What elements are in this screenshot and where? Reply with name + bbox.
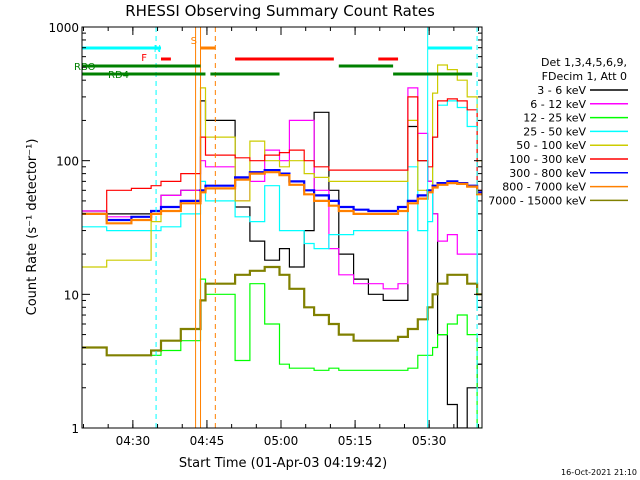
state-label-f: F xyxy=(141,53,147,64)
y-tick-label: 10 xyxy=(64,288,79,302)
legend: Det 1,3,4,5,6,9, FDecim 1, Att 0 3 - 6 k… xyxy=(488,56,628,207)
legend-label: 800 - 7000 keV xyxy=(502,181,586,194)
legend-header-line-1: Det 1,3,4,5,6,9, xyxy=(541,56,627,69)
series-line-100-300keV xyxy=(82,96,482,215)
legend-header-line-2: FDecim 1, Att 0 xyxy=(542,70,627,83)
y-tick-label: 1 xyxy=(71,422,79,436)
state-label-s: S xyxy=(191,36,197,47)
x-tick-label: 05:30 xyxy=(412,434,447,448)
y-tick-label: 1000 xyxy=(48,21,79,35)
footer-timestamp: 16-Oct-2021 21:10 xyxy=(561,468,637,477)
series-line-12-25keV xyxy=(82,278,482,428)
state-label-rd4: RD4 xyxy=(108,70,129,81)
x-tick-label: 05:15 xyxy=(338,434,373,448)
legend-label: 3 - 6 keV xyxy=(537,84,586,97)
legend-label: 300 - 800 keV xyxy=(509,167,586,180)
x-axis-label: Start Time (01-Apr-03 04:19:42) xyxy=(179,456,387,471)
x-tick-label: 04:45 xyxy=(190,434,225,448)
x-tick-label: 05:00 xyxy=(264,434,299,448)
legend-label: 7000 - 15000 keV xyxy=(488,194,586,207)
legend-label: 50 - 100 keV xyxy=(516,139,586,152)
legend-label: 25 - 50 keV xyxy=(523,125,586,138)
state-label-n: N xyxy=(154,44,161,55)
legend-label: 12 - 25 keV xyxy=(523,112,586,125)
y-axis-label: Count Rate (s⁻¹ detector⁻¹) xyxy=(25,139,40,316)
x-tick-label: 04:30 xyxy=(116,434,151,448)
legend-label: 6 - 12 keV xyxy=(530,98,586,111)
series-line-800-7000keV xyxy=(82,171,482,225)
plot-frame xyxy=(81,26,483,429)
series-line-7000-15000keV xyxy=(82,265,482,357)
legend-label: 100 - 300 keV xyxy=(509,153,586,166)
series-line-25-50keV xyxy=(82,100,482,308)
y-tick-label: 100 xyxy=(56,155,79,169)
series-line-6-12keV xyxy=(82,87,482,295)
chart-title: RHESSI Observing Summary Count Rates xyxy=(125,2,435,20)
